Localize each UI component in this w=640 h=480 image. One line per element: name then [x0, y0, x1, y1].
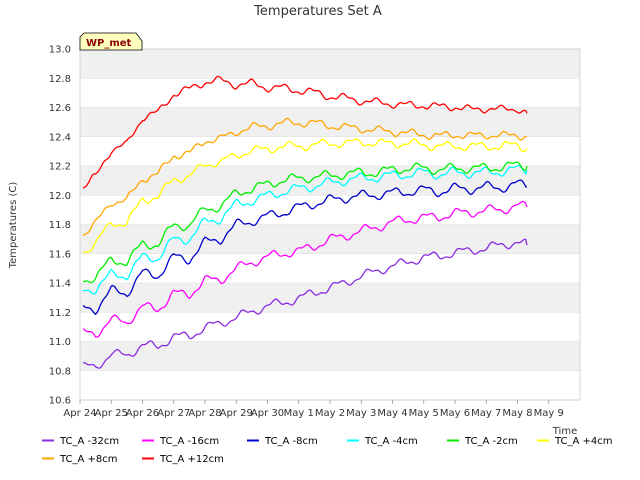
x-axis-label: Time: [552, 426, 577, 437]
x-tick-label: May 8: [502, 408, 532, 419]
legend-label: TC_A -8cm: [264, 436, 318, 447]
y-tick-label: 12.6: [49, 103, 71, 114]
series-group: [82, 75, 528, 369]
badge-shape: [79, 32, 143, 51]
x-tick-label: Apr 24: [63, 408, 96, 419]
grid-band: [80, 49, 580, 79]
y-tick-label: 10.6: [49, 396, 71, 407]
legend-label: TC_A -4cm: [364, 436, 418, 447]
series-line-tc-a-32cm: [83, 238, 528, 369]
x-tick-label: Apr 29: [220, 408, 253, 419]
legend: TC_A -32cm TC_A -16cm TC_A -8cm TC_A -4cm TC…: [42, 436, 613, 465]
x-tick-label: May 9: [534, 408, 564, 419]
y-tick-label: 12.2: [49, 162, 71, 173]
y-tick-label: 11.2: [49, 308, 71, 319]
series-line-tc-a-8cm: [82, 179, 528, 316]
series-line-tc-a-4cm: [82, 138, 528, 254]
series-line-tc-a-2cm: [82, 161, 528, 284]
y-tick-label: 13.0: [49, 45, 71, 56]
legend-item: TC_A -4cm: [347, 436, 418, 447]
y-tick-label: 11.6: [49, 249, 71, 260]
legend-item: TC_A +12cm: [142, 454, 224, 465]
grid-band: [80, 224, 580, 254]
y-tick-label: 12.0: [49, 191, 71, 202]
chart-title: Temperatures Set A: [253, 4, 382, 19]
legend-label: TC_A -16cm: [159, 436, 219, 447]
x-tick-label: Apr 25: [95, 408, 128, 419]
y-tick-label: 10.8: [49, 366, 71, 377]
x-tick-label: May 4: [377, 408, 407, 419]
legend-label: TC_A +4cm: [554, 436, 613, 447]
x-tick-label: May 2: [315, 408, 345, 419]
grid-band: [80, 166, 580, 196]
y-tick-label: 11.4: [49, 279, 71, 290]
legend-label: TC_A +8cm: [59, 454, 118, 465]
legend-item: TC_A +4cm: [537, 436, 613, 447]
x-tick-label: Apr 30: [251, 408, 284, 419]
legend-item: TC_A -16cm: [142, 436, 219, 447]
badge-label: WP_met: [86, 38, 132, 49]
legend-item: TC_A -2cm: [447, 436, 518, 447]
x-tick-label: May 5: [409, 408, 439, 419]
legend-label: TC_A +12cm: [159, 454, 224, 465]
legend-item: TC_A -8cm: [247, 436, 318, 447]
x-tick-label: May 6: [440, 408, 470, 419]
legend-item: TC_A -32cm: [42, 436, 119, 447]
x-tick-label: Apr 27: [157, 408, 190, 419]
y-tick-label: 11.0: [49, 337, 71, 348]
grid-band: [80, 341, 580, 371]
series-line-tc-a-4cm: [82, 164, 528, 295]
legend-label: TC_A -2cm: [464, 436, 518, 447]
series-line-tc-a-16cm: [82, 200, 528, 338]
x-tick-label: May 7: [471, 408, 501, 419]
legend-label: TC_A -32cm: [59, 436, 119, 447]
grid-band: [80, 107, 580, 137]
x-tick-label: Apr 28: [188, 408, 221, 419]
y-tick-label: 12.4: [49, 132, 71, 143]
x-tick-label: May 3: [346, 408, 376, 419]
y-axis-label: Temperatures (C): [8, 182, 19, 270]
x-tick-label: Apr 26: [126, 408, 159, 419]
y-tick-label: 12.8: [49, 74, 71, 85]
x-tick-label: May 1: [284, 408, 314, 419]
y-tick-label: 11.8: [49, 220, 71, 231]
plot-area: [79, 48, 581, 401]
y-axis: 10.6 10.8 11.0 11.2 11.4 11.6 11.8 12.0 12.2 12.4…: [49, 45, 71, 407]
station-badge: WP_met: [79, 32, 143, 51]
series-line-tc-a-12cm: [82, 75, 528, 189]
series-line-tc-a-8cm: [82, 117, 528, 237]
legend-item: TC_A +8cm: [42, 454, 118, 465]
